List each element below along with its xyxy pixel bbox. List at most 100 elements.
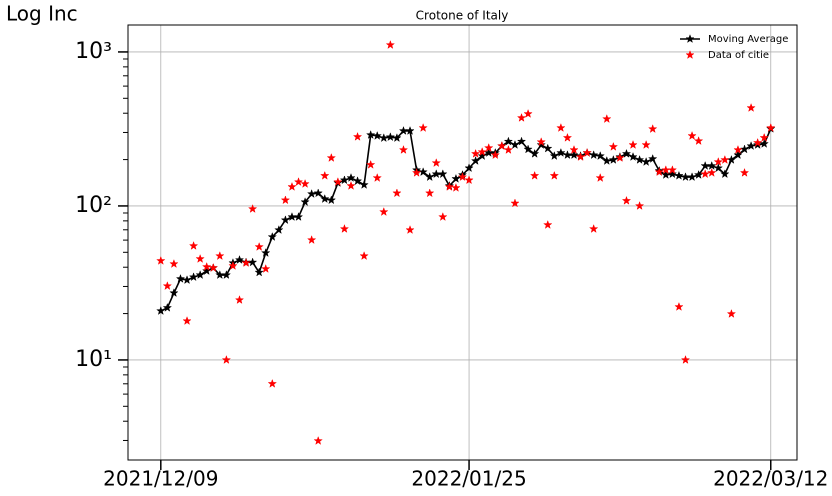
point-marker: [339, 175, 350, 185]
point-marker: [411, 167, 422, 177]
legend-marker: [685, 50, 695, 60]
point-marker: [680, 354, 691, 364]
point-marker: [418, 167, 428, 177]
point-marker: [234, 295, 245, 305]
point-marker: [359, 179, 369, 189]
point-marker: [320, 170, 330, 180]
y-tick-label: 10³: [75, 39, 112, 64]
point-marker: [608, 141, 619, 151]
point-marker: [549, 170, 560, 180]
point-marker: [280, 195, 291, 205]
point-marker: [320, 193, 330, 203]
point-marker: [569, 144, 579, 154]
point-marker: [221, 270, 232, 280]
point-marker: [392, 188, 402, 198]
point-marker: [156, 305, 166, 315]
x-tick-label: 2022/01/25: [411, 467, 526, 491]
point-marker: [385, 132, 396, 142]
point-marker: [379, 133, 389, 143]
point-marker: [444, 181, 455, 191]
point-marker: [261, 263, 271, 273]
point-marker: [516, 136, 527, 146]
point-marker: [588, 223, 599, 233]
point-marker: [484, 142, 494, 152]
point-marker: [215, 251, 225, 261]
point-marker: [713, 163, 724, 173]
legend-label: Moving Average: [708, 34, 788, 45]
point-marker: [543, 219, 553, 229]
point-marker: [569, 150, 579, 160]
point-marker: [536, 139, 546, 149]
point-marker: [588, 150, 599, 160]
point-marker: [641, 139, 651, 149]
point-marker: [707, 160, 717, 170]
point-marker: [195, 253, 205, 263]
point-marker: [365, 129, 376, 139]
point-marker: [451, 182, 461, 192]
point-marker: [556, 122, 566, 132]
point-marker: [247, 203, 258, 213]
point-marker: [746, 102, 756, 112]
point-marker: [457, 172, 468, 182]
point-marker: [766, 122, 776, 132]
point-marker: [398, 144, 409, 154]
point-marker: [247, 257, 258, 267]
point-marker: [346, 180, 356, 190]
point-marker: [628, 152, 638, 161]
point-marker: [497, 141, 507, 151]
y-axis-label: Log Inc: [6, 2, 78, 26]
point-marker: [169, 259, 179, 268]
point-marker: [175, 273, 186, 283]
point-marker: [516, 112, 527, 122]
point-marker: [188, 272, 199, 282]
point-marker: [720, 154, 730, 164]
point-marker: [169, 288, 179, 298]
point-marker: [300, 197, 310, 207]
point-marker: [634, 154, 645, 164]
point-marker: [549, 151, 560, 161]
point-marker: [365, 159, 376, 169]
point-marker: [300, 178, 310, 188]
point-marker: [254, 241, 264, 251]
point-marker: [287, 181, 297, 191]
point-marker: [274, 225, 284, 234]
point-marker: [674, 301, 684, 311]
point-marker: [503, 136, 514, 146]
point-marker: [405, 225, 415, 234]
y-tick-label: 10¹: [75, 347, 112, 372]
point-marker: [759, 138, 769, 148]
point-marker: [267, 378, 278, 388]
point-marker: [352, 176, 363, 186]
point-marker: [424, 188, 435, 198]
point-marker: [608, 154, 619, 164]
point-marker: [280, 215, 291, 225]
point-marker: [188, 240, 199, 250]
point-marker: [418, 122, 428, 132]
point-marker: [333, 177, 343, 187]
point-marker: [634, 200, 645, 210]
point-marker: [490, 150, 501, 160]
point-marker: [752, 137, 763, 147]
point-marker: [306, 235, 317, 245]
y-tick-label: 10²: [75, 193, 112, 218]
point-marker: [615, 152, 625, 162]
point-marker: [326, 152, 337, 162]
point-marker: [424, 172, 435, 182]
point-marker: [667, 165, 678, 175]
point-marker: [156, 255, 166, 265]
point-marker: [667, 169, 678, 179]
point-marker: [162, 302, 173, 312]
point-marker: [359, 251, 369, 261]
point-marker: [628, 139, 638, 149]
point-marker: [661, 169, 671, 179]
point-marker: [438, 212, 448, 221]
point-marker: [529, 148, 540, 158]
point-marker: [621, 148, 632, 158]
point-marker: [523, 108, 533, 118]
point-marker: [405, 125, 415, 135]
legend-label: Data of citie: [708, 50, 769, 61]
point-marker: [470, 155, 481, 165]
point-marker: [372, 130, 382, 140]
point-marker: [352, 131, 363, 141]
